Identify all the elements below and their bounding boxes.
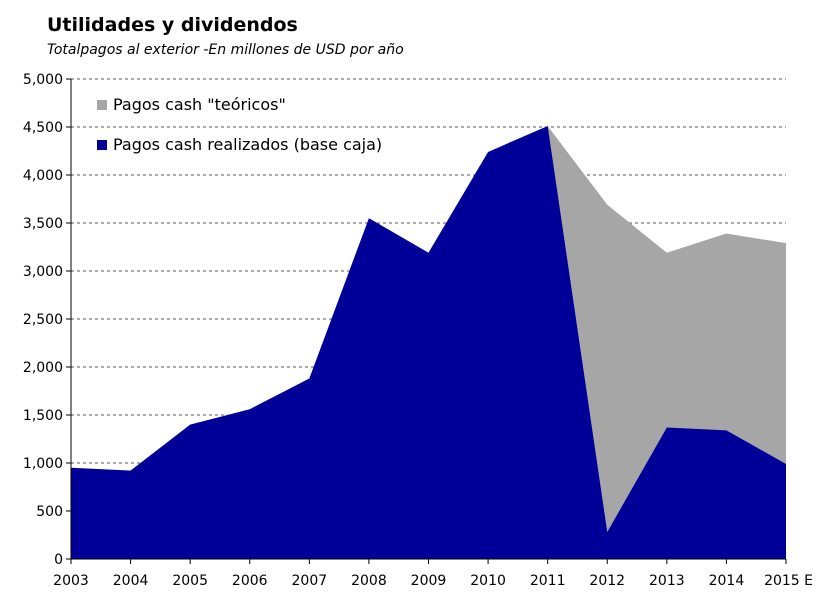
- y-tick-label: 3,000: [23, 264, 63, 280]
- x-tick-label: 2008: [351, 573, 387, 589]
- x-tick-label: 2015 E: [764, 573, 813, 589]
- x-tick-label: 2012: [589, 573, 625, 589]
- y-tick-label: 500: [36, 504, 63, 520]
- y-tick-label: 4,000: [23, 168, 63, 184]
- legend-swatch: [97, 140, 107, 150]
- x-tick-labels: 2003 2004 2005 2006 2007 2008 2009 2010 2011 2012…: [53, 573, 813, 589]
- x-tick-label: 2009: [411, 573, 447, 589]
- y-tick-label: 2,500: [23, 312, 63, 328]
- x-tick-label: 2010: [470, 573, 506, 589]
- x-tick-label: 2011: [530, 573, 566, 589]
- y-tick-label: 1,500: [23, 408, 63, 424]
- x-tick-label: 2003: [53, 573, 89, 589]
- legend-swatch: [97, 100, 107, 110]
- legend-label: Pagos cash "teóricos": [113, 95, 286, 114]
- x-tick-label: 2005: [172, 573, 208, 589]
- y-tick-labels: 0 500 1,000 1,500 2,000 2,500 3,000 3,500 4,000 4…: [23, 72, 63, 568]
- legend-label: Pagos cash realizados (base caja): [113, 135, 382, 154]
- x-tick-label: 2007: [292, 573, 328, 589]
- axes: [66, 78, 787, 564]
- area-series-2: [71, 126, 786, 559]
- chart-subtitle: Totalpagos al exterior -En millones de U…: [47, 42, 404, 58]
- y-tick-label: 5,000: [23, 72, 63, 88]
- y-tick-label: 2,000: [23, 360, 63, 376]
- x-tick-label: 2006: [232, 573, 268, 589]
- legend: Pagos cash "teóricos" Pagos cash realizad…: [97, 95, 382, 154]
- chart-title: Utilidades y dividendos: [47, 14, 298, 36]
- x-tick-label: 2013: [649, 573, 685, 589]
- y-tick-label: 1,000: [23, 456, 63, 472]
- y-tick-label: 0: [54, 552, 63, 568]
- chart-areas: [71, 126, 786, 559]
- y-tick-label: 4,500: [23, 120, 63, 136]
- y-tick-label: 3,500: [23, 216, 63, 232]
- x-tick-label: 2014: [709, 573, 745, 589]
- x-tick-label: 2004: [113, 573, 149, 589]
